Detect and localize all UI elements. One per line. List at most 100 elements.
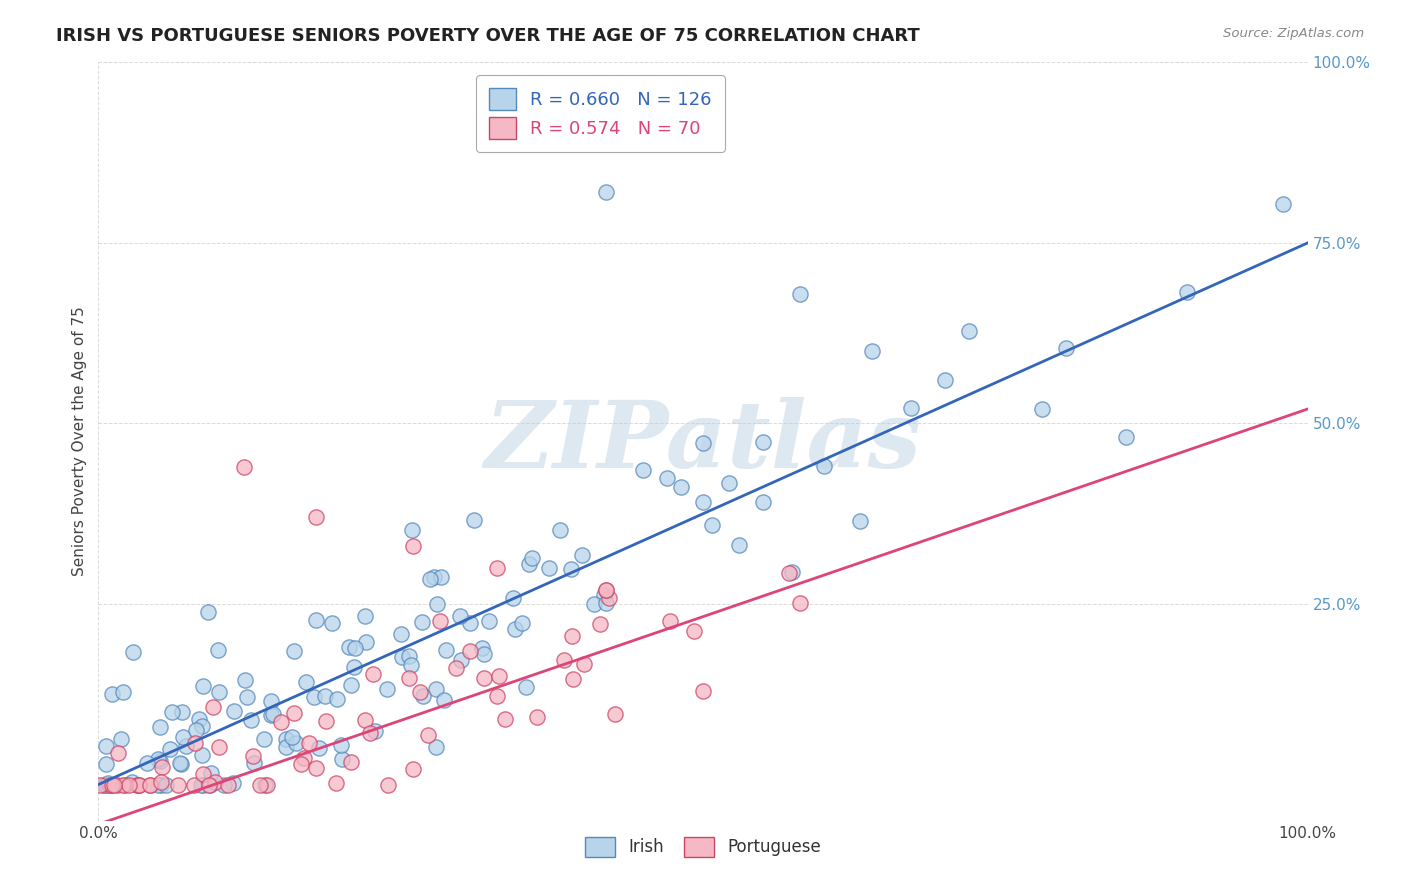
Point (235, 673, 257, 687)
Point (274, 731, 297, 746)
Point (159, 741, 181, 756)
Point (305, 613, 328, 627)
Point (315, 714, 337, 729)
Point (321, 615, 343, 630)
Point (402, 762, 425, 776)
Point (471, 641, 494, 656)
Point (408, 685, 430, 699)
Point (488, 669, 510, 683)
Point (402, 539, 425, 553)
Point (520, 550, 543, 565)
Point (150, 778, 173, 792)
Point (752, 495, 775, 509)
Point (253, 731, 276, 746)
Point (283, 706, 305, 720)
Point (561, 629, 583, 643)
Point (204, 775, 226, 789)
Point (728, 538, 751, 552)
Point (148, 778, 170, 792)
Point (1031, 402, 1053, 417)
Point (208, 685, 231, 699)
Point (197, 778, 219, 792)
Point (655, 470, 678, 484)
Point (560, 561, 582, 575)
Point (260, 694, 283, 708)
Point (254, 778, 277, 792)
Point (280, 731, 302, 745)
Point (486, 690, 509, 704)
Point (242, 749, 264, 764)
Point (240, 714, 263, 728)
Point (149, 775, 172, 789)
Point (658, 614, 681, 628)
Point (98, 778, 121, 792)
Point (426, 597, 449, 611)
Point (292, 751, 315, 765)
Point (398, 649, 420, 664)
Point (97, 776, 120, 790)
Text: ZIPatlas: ZIPatlas (485, 397, 921, 486)
Point (262, 707, 284, 722)
Point (139, 778, 162, 792)
Point (183, 778, 205, 792)
Point (429, 570, 451, 584)
Point (138, 778, 160, 792)
Point (377, 778, 399, 792)
Point (325, 776, 347, 790)
Point (101, 778, 124, 792)
Point (330, 739, 353, 753)
Point (537, 560, 560, 574)
Point (849, 514, 872, 528)
Point (111, 778, 134, 792)
Point (595, 582, 617, 597)
Point (305, 510, 328, 524)
Point (198, 778, 221, 792)
Point (162, 706, 184, 720)
Point (183, 736, 205, 750)
Point (425, 739, 447, 754)
Point (94, 739, 117, 753)
Point (190, 719, 212, 733)
Point (780, 566, 803, 580)
Point (128, 778, 150, 792)
Point (486, 561, 509, 575)
Point (505, 623, 527, 637)
Point (107, 747, 129, 761)
Point (595, 596, 617, 610)
Point (89, 778, 111, 792)
Point (515, 680, 537, 694)
Point (411, 615, 433, 629)
Point (149, 720, 172, 734)
Point (166, 778, 188, 792)
Point (207, 643, 229, 657)
Point (375, 682, 398, 697)
Point (190, 778, 212, 792)
Point (778, 566, 800, 580)
Point (692, 495, 714, 509)
Point (553, 653, 575, 667)
Point (1115, 429, 1137, 443)
Point (419, 572, 441, 586)
Point (401, 523, 423, 537)
Point (571, 549, 593, 563)
Point (592, 588, 614, 602)
Point (155, 778, 177, 792)
Point (101, 687, 124, 701)
Point (243, 756, 266, 771)
Point (353, 609, 375, 624)
Point (274, 739, 297, 754)
Point (340, 755, 363, 769)
Point (399, 657, 422, 672)
Point (472, 671, 495, 685)
Point (548, 523, 571, 537)
Point (136, 756, 159, 771)
Point (193, 778, 215, 792)
Point (789, 286, 811, 301)
Point (683, 624, 706, 639)
Point (1054, 342, 1077, 356)
Point (176, 739, 198, 753)
Point (359, 726, 381, 740)
Point (308, 741, 330, 756)
Point (363, 723, 385, 738)
Point (232, 459, 254, 474)
